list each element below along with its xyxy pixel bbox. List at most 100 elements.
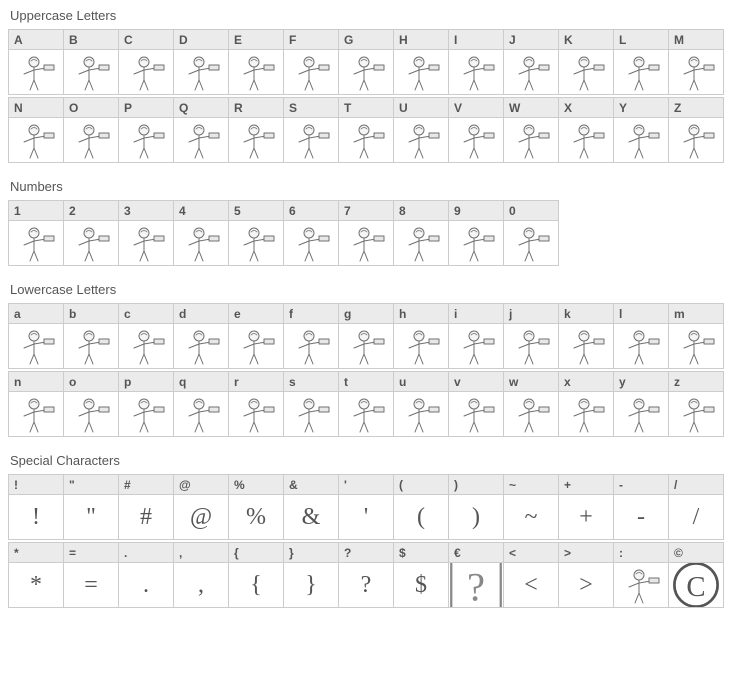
character-cell[interactable]: h (393, 303, 449, 369)
character-cell[interactable]: d (173, 303, 229, 369)
character-cell[interactable]: $$ (393, 542, 449, 608)
character-cell[interactable]: c (118, 303, 174, 369)
character-cell[interactable]: 5 (228, 200, 284, 266)
character-cell[interactable]: }} (283, 542, 339, 608)
character-cell[interactable]: o (63, 371, 119, 437)
character-cell[interactable]: ~~ (503, 474, 559, 540)
character-cell[interactable]: K (558, 29, 614, 95)
character-cell[interactable]: 7 (338, 200, 394, 266)
character-cell[interactable]: >> (558, 542, 614, 608)
character-cell[interactable]: r (228, 371, 284, 437)
character-label: E (229, 30, 283, 50)
character-glyph: ~ (504, 495, 558, 539)
character-cell[interactable]: O (63, 97, 119, 163)
character-cell[interactable]: z (668, 371, 724, 437)
character-cell[interactable]: ,, (173, 542, 229, 608)
character-cell[interactable]: "" (63, 474, 119, 540)
character-label: G (339, 30, 393, 50)
character-cell[interactable]: k (558, 303, 614, 369)
character-cell[interactable]: € ? (448, 542, 504, 608)
character-cell[interactable]: 1 (8, 200, 64, 266)
character-cell[interactable]: j (503, 303, 559, 369)
character-cell[interactable]: © C (668, 542, 724, 608)
character-cell[interactable]: << (503, 542, 559, 608)
character-cell[interactable]: C (118, 29, 174, 95)
character-cell[interactable]: I (448, 29, 504, 95)
character-cell[interactable]: N (8, 97, 64, 163)
character-cell[interactable]: p (118, 371, 174, 437)
character-cell[interactable]: P (118, 97, 174, 163)
character-cell[interactable]: x (558, 371, 614, 437)
character-cell[interactable]: %% (228, 474, 284, 540)
character-cell[interactable]: !! (8, 474, 64, 540)
character-cell[interactable]: ** (8, 542, 64, 608)
character-glyph (64, 50, 118, 94)
character-cell[interactable]: @@ (173, 474, 229, 540)
character-cell[interactable]: // (668, 474, 724, 540)
character-cell[interactable]: J (503, 29, 559, 95)
character-glyph (9, 221, 63, 265)
character-cell[interactable]: E (228, 29, 284, 95)
character-cell[interactable]: 4 (173, 200, 229, 266)
character-cell[interactable]: n (8, 371, 64, 437)
character-cell[interactable]: 6 (283, 200, 339, 266)
character-cell[interactable]: G (338, 29, 394, 95)
character-cell[interactable]: u (393, 371, 449, 437)
character-cell[interactable]: R (228, 97, 284, 163)
character-cell[interactable]: D (173, 29, 229, 95)
character-cell[interactable]: A (8, 29, 64, 95)
character-cell[interactable]: b (63, 303, 119, 369)
character-cell[interactable]: ++ (558, 474, 614, 540)
character-cell[interactable]: U (393, 97, 449, 163)
character-cell[interactable]: && (283, 474, 339, 540)
character-cell[interactable]: '' (338, 474, 394, 540)
character-cell[interactable]: : (613, 542, 669, 608)
character-cell[interactable]: Q (173, 97, 229, 163)
character-cell[interactable]: 9 (448, 200, 504, 266)
character-cell[interactable]: V (448, 97, 504, 163)
character-cell[interactable]: B (63, 29, 119, 95)
character-glyph (339, 392, 393, 436)
character-glyph (394, 324, 448, 368)
character-cell[interactable]: i (448, 303, 504, 369)
character-cell[interactable]: (( (393, 474, 449, 540)
character-glyph (614, 324, 668, 368)
character-cell[interactable]: w (503, 371, 559, 437)
character-cell[interactable]: s (283, 371, 339, 437)
character-cell[interactable]: -- (613, 474, 669, 540)
character-cell[interactable]: Z (668, 97, 724, 163)
character-label: X (559, 98, 613, 118)
character-cell[interactable]: Y (613, 97, 669, 163)
character-cell[interactable]: a (8, 303, 64, 369)
character-cell[interactable]: v (448, 371, 504, 437)
character-cell[interactable]: f (283, 303, 339, 369)
character-cell[interactable]: T (338, 97, 394, 163)
character-cell[interactable]: H (393, 29, 449, 95)
character-cell[interactable]: )) (448, 474, 504, 540)
character-cell[interactable]: == (63, 542, 119, 608)
character-cell[interactable]: ?? (338, 542, 394, 608)
character-glyph: @ (174, 495, 228, 539)
character-cell[interactable]: .. (118, 542, 174, 608)
character-cell[interactable]: q (173, 371, 229, 437)
character-cell[interactable]: 8 (393, 200, 449, 266)
character-cell[interactable]: l (613, 303, 669, 369)
character-cell[interactable]: 3 (118, 200, 174, 266)
character-label: x (559, 372, 613, 392)
character-cell[interactable]: S (283, 97, 339, 163)
character-cell[interactable]: t (338, 371, 394, 437)
character-cell[interactable]: {{ (228, 542, 284, 608)
character-cell[interactable]: 2 (63, 200, 119, 266)
character-label: 1 (9, 201, 63, 221)
character-cell[interactable]: L (613, 29, 669, 95)
character-cell[interactable]: M (668, 29, 724, 95)
character-cell[interactable]: 0 (503, 200, 559, 266)
character-cell[interactable]: e (228, 303, 284, 369)
character-cell[interactable]: m (668, 303, 724, 369)
character-cell[interactable]: X (558, 97, 614, 163)
character-cell[interactable]: W (503, 97, 559, 163)
character-cell[interactable]: g (338, 303, 394, 369)
character-cell[interactable]: y (613, 371, 669, 437)
character-cell[interactable]: ## (118, 474, 174, 540)
character-cell[interactable]: F (283, 29, 339, 95)
